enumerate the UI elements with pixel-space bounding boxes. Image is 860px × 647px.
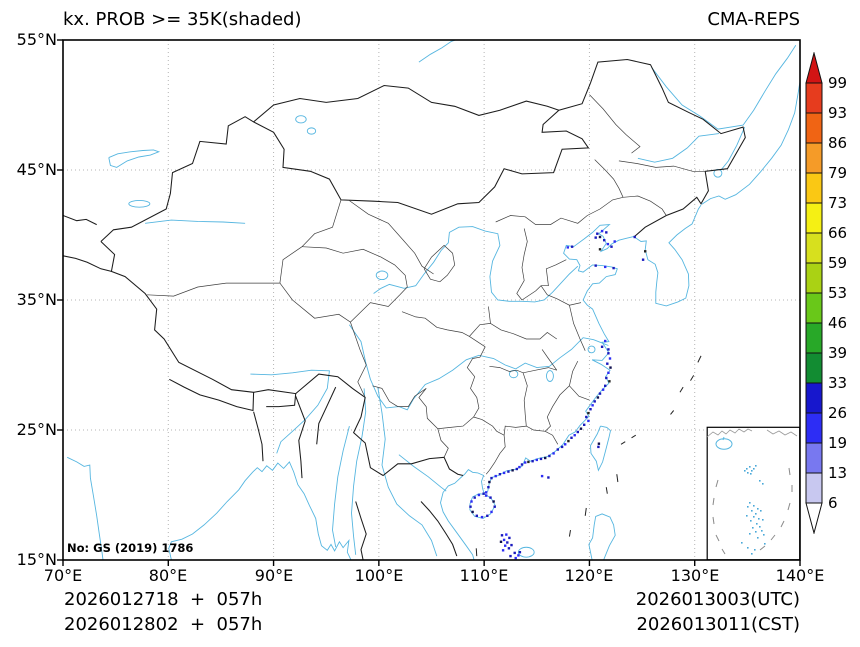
colorbar-tick-label: 86: [828, 134, 848, 152]
colorbar-tick-label: 33: [828, 374, 848, 392]
colorbar-tick-label: 13: [828, 464, 848, 482]
x-tick-label: 120°E: [564, 566, 614, 585]
south-china-sea-inset: [706, 426, 800, 560]
colorbar-tick-label: 46: [828, 314, 848, 332]
page-title: kx. PROB >= 35K(shaded): [63, 9, 302, 30]
x-tick-label: 100°E: [354, 566, 404, 585]
shaded-probability-specks: [469, 229, 647, 560]
x-tick-label: 90°E: [254, 566, 294, 585]
colorbar-tick-label: 66: [828, 224, 848, 242]
colorbar-tick-label: 39: [828, 344, 848, 362]
colorbar-tick-label: 93: [828, 104, 848, 122]
colorbar-tick-label: 53: [828, 284, 848, 302]
x-tick-label: 80°E: [148, 566, 188, 585]
x-tick-label: 110°E: [459, 566, 509, 585]
x-tick-label: 140°E: [775, 566, 825, 585]
x-tick-label: 70°E: [43, 566, 83, 585]
y-tick-label: 35°N: [16, 290, 57, 309]
y-tick-label: 25°N: [16, 420, 57, 439]
colorbar: [805, 52, 823, 534]
gridlines: [63, 40, 800, 560]
init-time-utc: 2026012718 + 057h: [64, 589, 263, 610]
colorbar-tick-label: 73: [828, 194, 848, 212]
colorbar-tick-label: 79: [828, 164, 848, 182]
boundaries: [63, 58, 746, 560]
map-license-label: No: GS (2019) 1786: [67, 541, 194, 555]
colorbar-tick-label: 26: [828, 404, 848, 422]
valid-time-utc: 2026013003(UTC): [635, 589, 800, 610]
colorbar-tick-label: 99: [828, 74, 848, 92]
axis-ticks: [57, 39, 801, 566]
coastlines-rivers: [67, 40, 800, 560]
colorbar-tick-label: 19: [828, 434, 848, 452]
y-tick-label: 15°N: [16, 550, 57, 569]
model-label: CMA-REPS: [707, 9, 800, 30]
y-tick-label: 45°N: [16, 160, 57, 179]
y-tick-label: 55°N: [16, 30, 57, 49]
china-map: [57, 39, 801, 566]
x-tick-label: 130°E: [670, 566, 720, 585]
valid-time-cst: 2026013011(CST): [636, 614, 800, 635]
init-time-cst: 2026012802 + 057h: [64, 614, 263, 635]
colorbar-tick-label: 59: [828, 254, 848, 272]
colorbar-tick-label: 6: [828, 494, 838, 512]
